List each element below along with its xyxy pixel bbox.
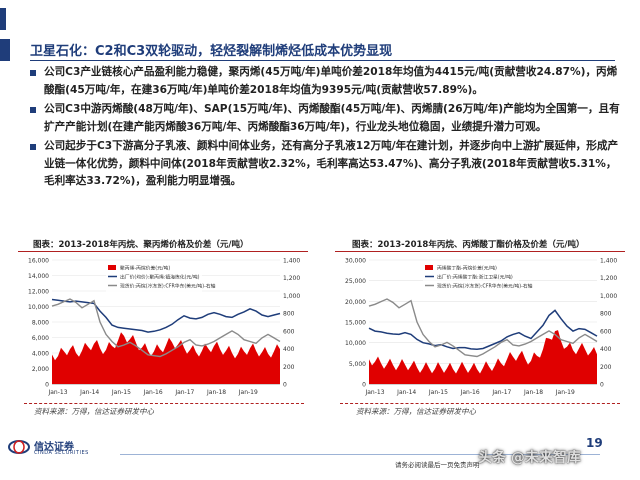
y-left-tick-label: 10,000	[28, 304, 49, 311]
x-tick-label: Jan-15	[111, 389, 131, 396]
watermark-text: 头条 @未来智库	[478, 450, 581, 466]
series-line	[51, 298, 281, 333]
y-right-tick-label: 1,000	[283, 293, 300, 300]
bullet-text: 公司C3中游丙烯酸(48万吨/年)、SAP(15万吨/年)、丙烯酸酯(45万吨/…	[44, 103, 620, 133]
y-right-tick-label: 600	[600, 328, 612, 335]
chart-frame-left: 0 2,000 4,000 6,000 8,000 10,000 12,000 14,000 1…	[18, 251, 308, 401]
x-tick-label: Jan-13	[364, 389, 384, 396]
title-accent	[0, 39, 10, 61]
y-left-tick-label: 16,000	[28, 258, 49, 265]
legend-label: 丙烯酸丁酯-丙烷价差(元/吨)	[437, 265, 497, 272]
bullet-item: 公司起步于C3下游高分子乳液、颜料中间体业务，还有高分子乳液12万吨/年在建计划…	[30, 138, 620, 191]
x-tick-label: Jan-14	[396, 389, 416, 396]
y-right-tick-label: 200	[283, 364, 295, 371]
series-line	[368, 298, 598, 358]
bullet-list: 公司C3产业链核心产品盈利能力稳健，聚丙烯(45万吨/年)单吨价差2018年均值…	[30, 64, 620, 193]
source-rule-right	[340, 403, 620, 404]
legend-label: 现货价:丙烷(冷冻货):CFR华东(美元/吨)-右轴	[437, 283, 533, 290]
x-tick-label: Jan-16	[143, 389, 163, 396]
y-left-tick-label: 20,000	[345, 299, 366, 306]
y-left-tick-label: 6,000	[32, 335, 49, 342]
y-right-tick-label: 800	[600, 311, 612, 318]
title-bar: 卫星石化：C2和C3双轮驱动，轻烃裂解制烯烃低成本优势显现	[0, 36, 640, 62]
series-area	[52, 332, 280, 384]
bullet-item: 公司C3产业链核心产品盈利能力稳健，聚丙烯(45万吨/年)单吨价差2018年均值…	[30, 64, 620, 99]
source-rule-left	[24, 403, 304, 404]
y-right-tick-label: 1,200	[283, 275, 300, 282]
series-line	[51, 298, 281, 358]
y-right-tick-label: 400	[600, 346, 612, 353]
y-right-tick-label: 1,000	[600, 293, 617, 300]
x-tick-label: Jan-19	[238, 389, 258, 396]
y-left-tick-label: 12,000	[28, 289, 49, 296]
legend-swatch	[425, 265, 433, 270]
x-tick-label: Jan-16	[460, 389, 480, 396]
legend-swatch	[108, 265, 116, 270]
x-tick-label: Jan-13	[47, 389, 67, 396]
source-left: 资料来源：万得，信达证券研发中心	[34, 407, 154, 416]
legend-box	[423, 262, 519, 292]
y-left-tick-label: 4,000	[32, 351, 49, 358]
x-tick-label: Jan-14	[79, 389, 99, 396]
bullet-marker	[30, 144, 36, 150]
y-right-tick-label: 1,400	[283, 258, 300, 265]
left-decoration	[0, 8, 6, 30]
x-tick-label: Jan-15	[428, 389, 448, 396]
y-right-tick-label: 1,200	[600, 275, 617, 282]
source-right: 资料来源：万得，信达证券研发中心	[356, 407, 476, 416]
chart-caption-right: 图表：2013-2018年丙烷、丙烯酸丁酯价格及价差（元/吨）	[352, 240, 585, 250]
x-tick-label: Jan-19	[555, 389, 575, 396]
y-left-tick-label: 14,000	[28, 273, 49, 280]
chart-frame-right: 0 5,000 10,000 15,000 20,000 25,000 30,000 0 200…	[335, 251, 625, 401]
legend-label: 出厂价(均价):聚丙烯:镇海炼化(元/吨)	[120, 274, 200, 281]
bullet-text: 公司起步于C3下游高分子乳液、颜料中间体业务，还有高分子乳液12万吨/年在建计划…	[44, 140, 619, 187]
legend-box	[106, 262, 202, 292]
page-number: 19	[586, 436, 603, 450]
chart-caption-left: 图表：2013-2018年丙烷、聚丙烯价格及价差（元/吨）	[33, 240, 249, 250]
logo-subtext: CINDA SECURITIES	[34, 450, 89, 456]
y-left-tick-label: 5,000	[349, 361, 366, 368]
logo-mark-icon	[8, 440, 30, 454]
logo-text: 信达证券	[34, 442, 74, 453]
x-tick-label: Jan-18	[523, 389, 543, 396]
y-right-tick-label: 1,400	[600, 258, 617, 265]
bullet-marker	[30, 70, 36, 76]
chart-right: 0 5,000 10,000 15,000 20,000 25,000 30,000 0 200…	[345, 258, 617, 397]
legend-label: 聚丙烯-丙烷价差(元/吨)	[120, 265, 170, 272]
page-title: 卫星石化：C2和C3双轮驱动，轻烃裂解制烯烃低成本优势显现	[30, 44, 393, 59]
y-left-tick-label: 2,000	[32, 366, 49, 373]
x-tick-label: Jan-17	[491, 389, 511, 396]
bullet-text: 公司C3产业链核心产品盈利能力稳健，聚丙烯(45万吨/年)单吨价差2018年均值…	[44, 66, 618, 96]
y-left-tick-label: 8,000	[32, 320, 49, 327]
legend-label: 现货价:丙烷(冷冻货):CFR华东(美元/吨)-右轴	[120, 283, 216, 290]
disclaimer: 请务必阅读最后一页免责声明	[395, 461, 480, 469]
chart-left: 0 2,000 4,000 6,000 8,000 10,000 12,000 14,000 1…	[28, 258, 300, 397]
x-tick-label: Jan-17	[174, 389, 194, 396]
footer-rule	[120, 454, 600, 455]
y-right-tick-label: 800	[283, 311, 295, 318]
bullet-marker	[30, 107, 36, 113]
y-right-tick-label: 0	[283, 382, 287, 389]
company-logo: 信达证券 CINDA SECURITIES	[8, 437, 118, 459]
series-area	[369, 330, 597, 384]
y-left-tick-label: 0	[45, 382, 49, 389]
y-left-tick-label: 25,000	[345, 278, 366, 285]
series-line	[368, 309, 598, 351]
y-right-tick-label: 0	[600, 382, 604, 389]
y-right-tick-label: 200	[600, 364, 612, 371]
legend-label: 出厂价:丙烯酸丁酯:浙江卫星(元/吨)	[437, 274, 513, 281]
y-left-tick-label: 10,000	[345, 340, 366, 347]
y-left-tick-label: 30,000	[345, 258, 366, 265]
y-left-tick-label: 15,000	[345, 320, 366, 327]
title-rule	[30, 60, 615, 61]
bullet-item: 公司C3中游丙烯酸(48万吨/年)、SAP(15万吨/年)、丙烯酸酯(45万吨/…	[30, 101, 620, 136]
y-left-tick-label: 0	[362, 382, 366, 389]
y-right-tick-label: 600	[283, 328, 295, 335]
y-right-tick-label: 400	[283, 346, 295, 353]
x-tick-label: Jan-18	[206, 389, 226, 396]
